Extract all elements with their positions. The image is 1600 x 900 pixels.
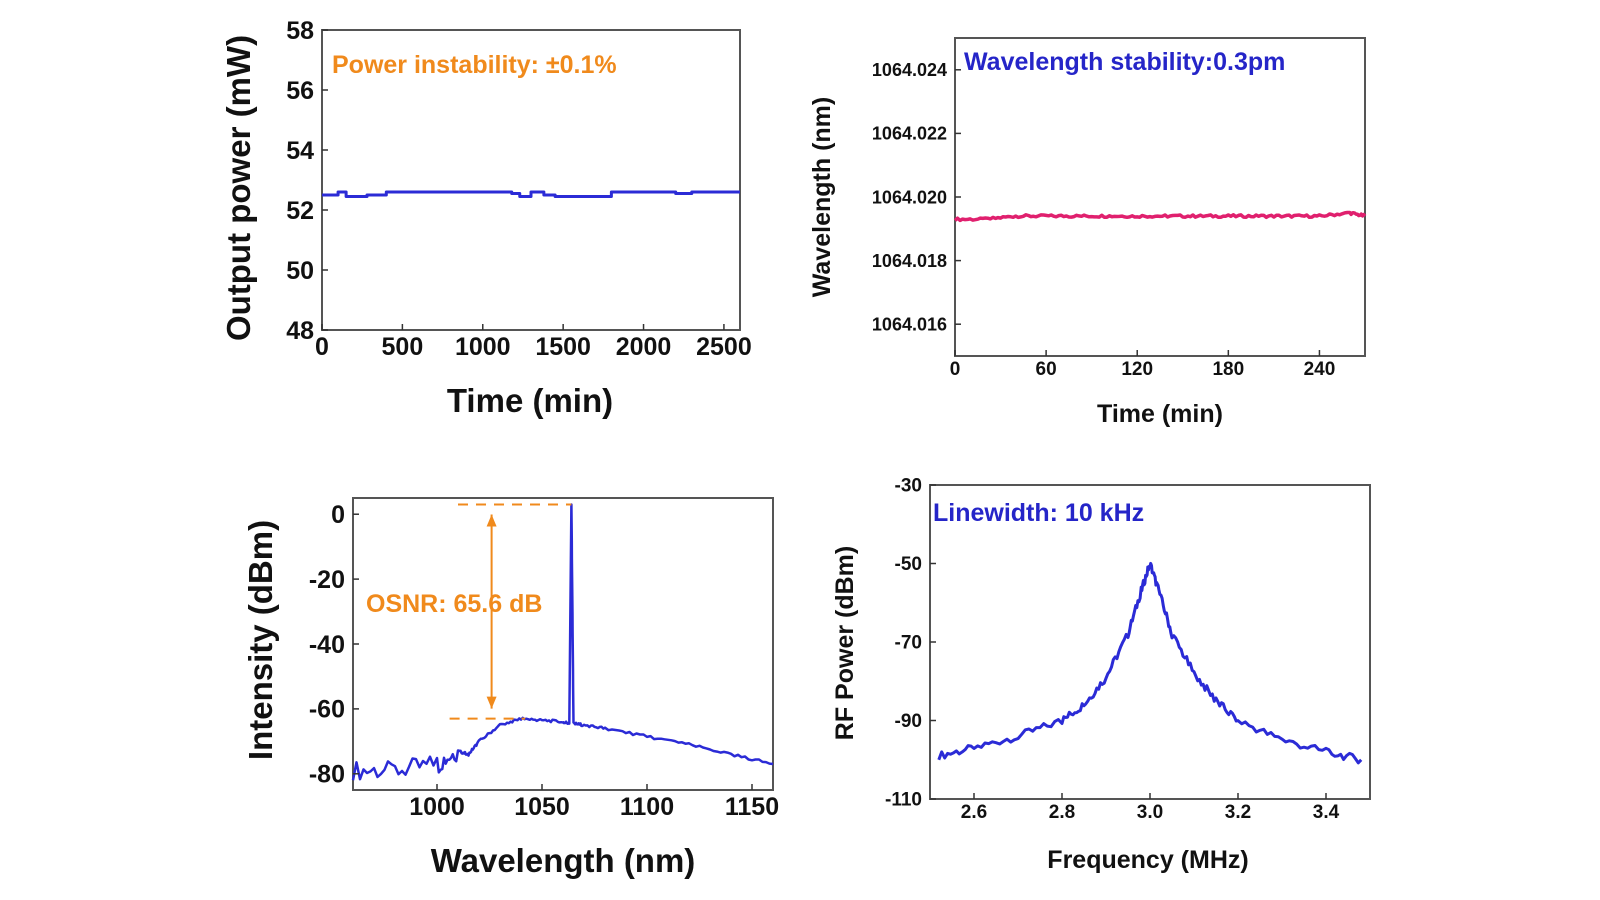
y-tick-label: -50 [895,554,922,575]
x-tick-label: 500 [382,333,424,361]
x-tick-label: 120 [1121,359,1153,380]
y-tick-label: 1064.018 [872,251,947,271]
y-tick-label: 1064.016 [872,315,947,335]
y-tick-label: 1064.022 [872,124,947,144]
y-ticks: 48 50 52 54 56 58 [286,17,328,345]
annotation: Linewidth: 10 kHz [933,499,1144,527]
panel-linewidth: 2.6 2.8 3.0 3.2 3.4 -110 -90 -70 -50 -30 Linewid… [831,476,1371,874]
y-axis-label: Intensity (dBm) [242,520,279,760]
x-axis-label: Time (min) [1097,400,1223,428]
series-line-linewidth [937,561,1363,765]
series-layer [937,561,1363,765]
x-tick-label: 1000 [409,793,465,821]
y-tick-label: -40 [309,631,345,659]
y-tick-label: 1064.024 [872,60,947,80]
y-tick-label: -70 [895,633,922,654]
y-ticks: 1064.016 1064.018 1064.020 1064.022 1064.024 [872,60,961,335]
x-tick-label: 3.0 [1137,802,1163,823]
y-ticks: -110 -90 -70 -50 -30 [885,476,936,811]
annotation: OSNR: 65.6 dB [366,590,542,618]
x-axis-label: Wavelength (nm) [431,842,696,879]
y-tick-label: -80 [309,761,345,789]
y-tick-label: 50 [286,257,314,285]
x-tick-label: 0 [950,359,961,380]
y-tick-label: 48 [286,317,314,345]
panel-wavelength: 0 60 120 180 240 1064.0161064.0181064.020106… [808,37,1367,428]
x-tick-label: 1050 [514,793,570,821]
y-tick-label: -60 [309,696,345,724]
x-tick-label: 240 [1304,359,1336,380]
x-tick-label: 3.4 [1313,802,1340,823]
x-axis-label: Frequency (MHz) [1047,846,1248,874]
x-tick-label: 60 [1036,359,1057,380]
y-tick-label: 1064.020 [872,187,947,207]
x-tick-label: 3.2 [1225,802,1251,823]
y-tick-label: -30 [895,476,922,497]
x-tick-label: 1150 [725,793,779,821]
panel-power: 0 500 1000 1500 2000 2500 48 50 52 54 56 58 Power … [220,17,752,419]
plot-frame [954,37,1366,357]
osnr-marker [449,503,572,720]
x-tick-label: 1000 [455,333,511,361]
x-tick-label: 180 [1212,359,1244,380]
panel-spectrum: 1000 1050 1100 1150 -80 -60 -40 -20 0 OSNR: 65.… [242,497,779,879]
x-tick-label: 2.8 [1049,802,1075,823]
x-ticks: 2.6 2.8 3.0 3.2 3.4 [961,793,1340,823]
y-axis-label: RF Power (dBm) [831,546,859,740]
y-tick-label: 56 [286,77,314,105]
x-tick-label: 1100 [620,793,674,821]
plot-frame [321,29,741,331]
x-ticks: 0 60 120 180 240 [950,350,1336,380]
plot-frame [929,484,1371,800]
x-ticks: 1000 1050 1100 1150 [409,784,779,821]
x-tick-label: 2.6 [961,802,987,823]
x-ticks: 0 500 1000 1500 2000 2500 [315,324,752,361]
y-tick-label: 58 [286,17,314,45]
x-tick-label: 1500 [535,333,591,361]
y-tick-label: 52 [286,197,314,225]
y-tick-label: -110 [885,790,922,811]
y-tick-label: -20 [309,566,345,594]
osnr-arrow-head-up [486,514,497,527]
y-axis-label: Output power (mW) [220,35,257,341]
series-layer [953,210,1367,223]
y-ticks: -80 -60 -40 -20 0 [309,501,359,789]
y-axis-label: Wavelength (nm) [808,97,836,297]
series-line-wavelength [953,210,1367,223]
x-axis-label: Time (min) [447,382,613,419]
x-tick-label: 2000 [616,333,672,361]
osnr-arrow-head-down [486,696,497,709]
x-tick-label: 2500 [696,333,752,361]
plot-frame [352,497,774,791]
y-tick-label: 54 [286,137,314,165]
y-tick-label: 0 [331,501,345,529]
y-tick-label: -90 [895,711,922,732]
x-tick-label: 0 [315,333,329,361]
annotation: Wavelength stability:0.3pm [964,48,1285,76]
annotation: Power instability: ±0.1% [332,51,617,79]
series-line-power [322,190,740,198]
series-layer [322,190,740,198]
series-line-spectrum [351,503,774,781]
series-layer [351,503,774,781]
